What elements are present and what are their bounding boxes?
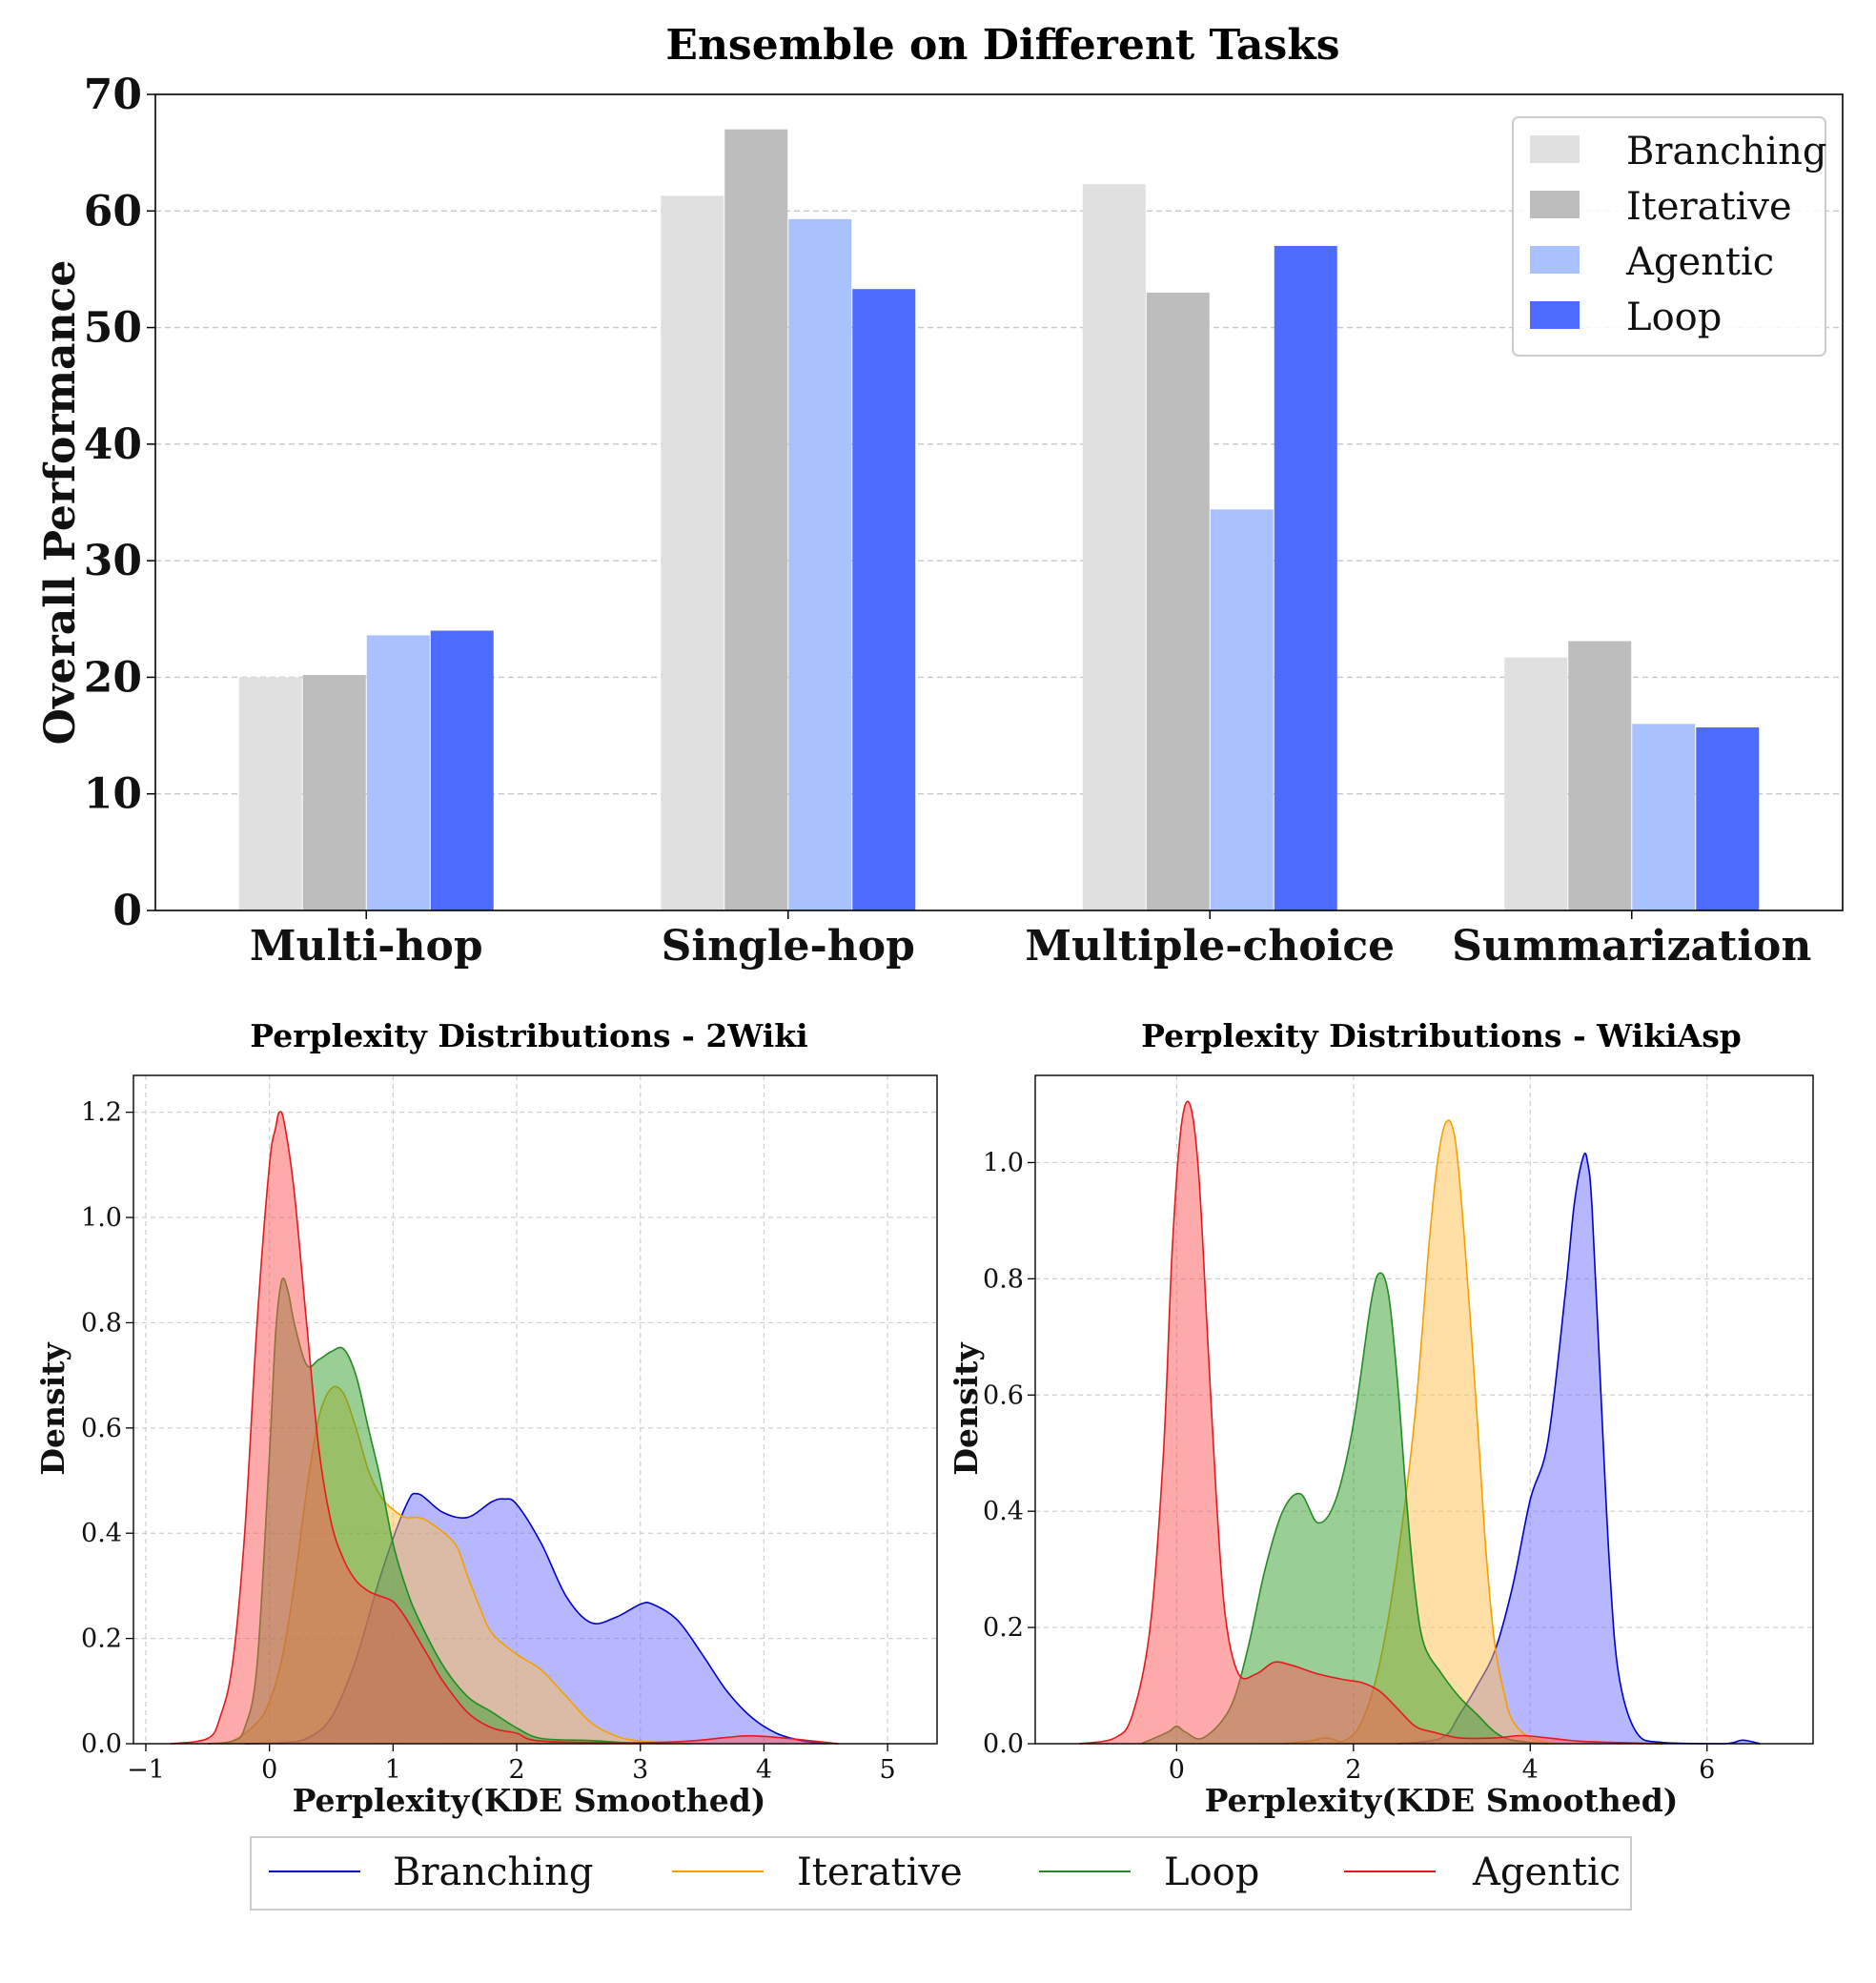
kde-wikiasp-line-agentic [1079,1100,1663,1745]
bar-summarization-branching [1504,657,1568,910]
bar-multi-hop-iterative [302,674,366,910]
bar-single-hop-loop [852,289,916,910]
bar-multiple-choice-iterative [1146,292,1210,910]
bar-y-tick-label: 60 [84,187,142,235]
kde-wikiasp-y-tick-label: 0.4 [983,1497,1024,1526]
bar-y-axis-label: Overall Performance [36,260,85,746]
bar-x-tick-label: Single-hop [662,922,915,971]
kde-2wiki-plot-frame [133,1074,938,1745]
kde-wikiasp-y-tick-label: 0.8 [983,1264,1024,1294]
bar-multi-hop-branching [238,677,302,910]
kde-2wiki-x-tick-label: 0 [261,1755,277,1785]
kde-2wiki-y-tick-label: 0.6 [81,1414,122,1443]
kde-2wiki-title: Perplexity Distributions - 2Wiki [250,1017,807,1054]
bar-x-ticks: Multi-hop Single-hop Multiple-choice Summar… [250,910,1811,971]
kde-wikiasp-plot-frame [1034,1074,1814,1745]
kde-2wiki-y-tick-label: 0.4 [81,1519,122,1548]
kde-2wiki-area-agentic [170,1111,839,1744]
kde-2wiki-y-tick-label: 0.8 [81,1308,122,1338]
kde-2wiki-x-tick-label: 3 [632,1755,648,1785]
kde-2wiki-y-axis-label: Density [34,1342,71,1476]
legend-label-branching: Branching [1626,130,1826,174]
kde-legend-frame [250,1836,1632,1911]
kde-2wiki-line-agentic [170,1111,839,1745]
bar-multiple-choice-agentic [1210,509,1274,910]
kde-2wiki-y-ticks: 0.0 0.2 0.4 0.6 0.8 1.0 1.2 [81,1098,133,1759]
kde-2wiki-x-tick-label: 1 [385,1755,401,1785]
kde-2wiki-y-tick-label: 0.0 [81,1729,122,1759]
bar-y-tick-label: 0 [112,887,142,935]
bar-y-tick-label: 20 [84,653,142,702]
kde-2wiki-y-tick-label: 0.2 [81,1625,122,1654]
bar-single-hop-iterative [724,129,788,910]
kde-2wiki-chart: Perplexity Distributions - 2Wiki 0.00.20… [34,1017,938,1819]
kde-wikiasp-x-tick-label: 0 [1169,1755,1185,1785]
bar-y-tick-label: 10 [84,770,142,819]
kde-wikiasp-y-tick-label: 0.2 [983,1613,1024,1643]
bar-multiple-choice-loop [1274,245,1337,910]
bar-single-hop-agentic [788,218,852,911]
bar-single-hop-branching [661,195,724,911]
legend-label-iterative: Iterative [1626,185,1792,229]
kde-2wiki-x-ticks: −1 0 1 2 3 4 5 [127,1744,896,1785]
kde-2wiki-x-tick-label: 2 [508,1755,524,1785]
kde-2wiki-x-tick-label: −1 [127,1755,165,1785]
kde-2wiki-curves [170,1111,839,1745]
kde-legend-label-agentic: Agentic [1472,1850,1621,1894]
legend-swatch-iterative [1530,191,1580,218]
legend-label-agentic: Agentic [1625,240,1774,284]
bar-plot-frame [154,93,1844,911]
legend-swatch-loop [1530,301,1580,329]
bar-y-tick-label: 70 [84,71,142,119]
legend-label-loop: Loop [1626,296,1722,339]
kde-wikiasp-x-axis-label: Perplexity(KDE Smoothed) [1205,1782,1679,1819]
kde-wikiasp-y-ticks: 0.0 0.2 0.4 0.6 0.8 1.0 [983,1148,1035,1759]
kde-wikiasp-area-agentic [1079,1101,1663,1744]
kde-2wiki-x-tick-label: 4 [756,1755,772,1785]
kde-2wiki-x-tick-label: 5 [880,1755,896,1785]
kde-wikiasp-curves [1079,1100,1761,1745]
bar-summarization-loop [1696,727,1760,910]
kde-2wiki-y-tick-label: 1.0 [81,1203,122,1233]
bar-y-ticks: 0 10 20 30 40 50 60 70 [84,71,155,935]
bar-legend-frame [1512,116,1826,357]
bar-y-tick-label: 40 [84,420,142,469]
bar-multiple-choice-branching [1082,184,1146,910]
kde-wikiasp-chart: Perplexity Distributions - WikiAsp 0.00.… [948,1017,1814,1819]
kde-legend-label-loop: Loop [1164,1850,1259,1894]
kde-wikiasp-y-axis-label: Density [948,1342,985,1476]
kde-legend: Branching Iterative Loop Agentic [250,1836,1632,1911]
kde-wikiasp-y-tick-label: 1.0 [983,1148,1024,1177]
legend-swatch-agentic [1530,246,1580,274]
kde-wikiasp-y-tick-label: 0.0 [983,1729,1024,1759]
bar-multi-hop-agentic [366,635,430,910]
kde-2wiki-y-tick-label: 1.2 [81,1098,122,1128]
bar-x-tick-label: Summarization [1452,922,1811,971]
kde-wikiasp-area-branching [1397,1153,1761,1744]
kde-legend-label-branching: Branching [393,1850,593,1894]
bar-y-tick-label: 30 [84,537,142,585]
bar-series [238,129,1760,911]
bar-chart: Ensemble on Different Tasks 0 10 20 30 40 50 6… [36,21,1844,971]
bar-summarization-iterative [1568,641,1632,910]
kde-wikiasp-area-loop [1141,1273,1548,1744]
bar-x-tick-label: Multi-hop [250,922,483,971]
legend-swatch-branching [1530,135,1580,163]
kde-wikiasp-x-tick-label: 4 [1522,1755,1539,1785]
bar-chart-title: Ensemble on Different Tasks [665,21,1339,70]
kde-wikiasp-y-tick-label: 0.6 [983,1380,1024,1410]
bar-legend: Branching Iterative Agentic Loop [1512,116,1826,357]
bar-multi-hop-loop [430,630,494,910]
kde-2wiki-x-axis-label: Perplexity(KDE Smoothed) [293,1782,766,1819]
bar-x-tick-label: Multiple-choice [1025,922,1395,971]
kde-legend-label-iterative: Iterative [797,1850,963,1894]
kde-wikiasp-x-tick-label: 2 [1345,1755,1361,1785]
kde-wikiasp-x-tick-label: 6 [1699,1755,1715,1785]
bar-y-tick-label: 50 [84,304,142,353]
kde-wikiasp-title: Perplexity Distributions - WikiAsp [1141,1017,1742,1054]
kde-wikiasp-x-ticks: 0 2 4 6 [1169,1744,1715,1785]
bar-summarization-agentic [1632,724,1696,910]
